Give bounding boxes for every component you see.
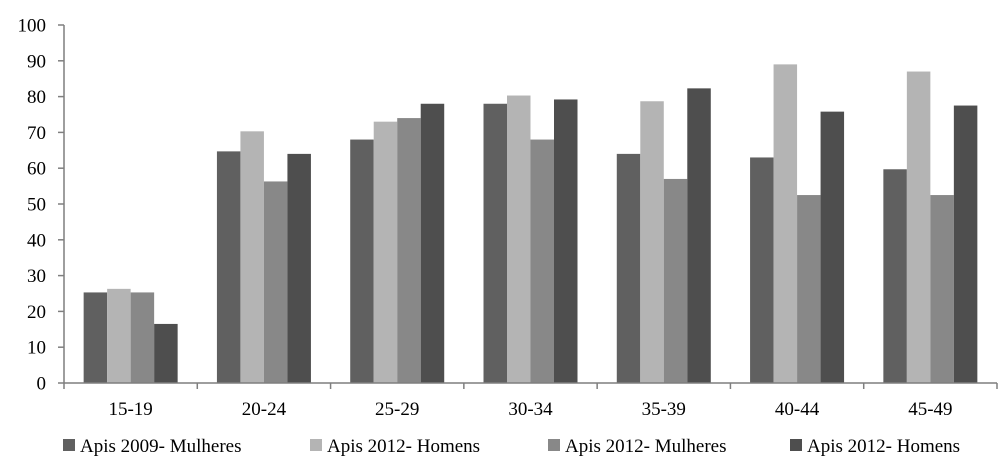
y-tick-label: 30 xyxy=(27,266,46,287)
x-category-label: 35-39 xyxy=(642,399,686,420)
bar-40-44-series-3 xyxy=(797,195,821,383)
bar-30-34-series-3 xyxy=(530,139,554,383)
y-axis-ticks: 0 10 20 30 40 50 60 70 80 90 100 xyxy=(18,16,64,395)
y-tick-label: 40 xyxy=(27,230,46,251)
legend-label: Apis 2009- Mulheres xyxy=(80,436,241,457)
legend-label: Apis 2012- Mulheres xyxy=(565,436,726,457)
x-category-label: 25-29 xyxy=(375,399,419,420)
bar-30-34-series-1 xyxy=(483,103,507,383)
bar-20-24-series-4 xyxy=(287,153,311,383)
y-tick-label: 100 xyxy=(18,16,47,37)
y-tick-label: 10 xyxy=(27,338,46,359)
bar-40-44-series-4 xyxy=(820,111,845,384)
bar-45-49-series-3 xyxy=(930,195,954,383)
legend-swatch xyxy=(548,439,560,451)
x-category-label: 20-24 xyxy=(242,399,287,420)
bar-15-19-series-1 xyxy=(83,292,108,383)
x-category-label: 45-49 xyxy=(908,399,952,420)
bar-30-34-series-4 xyxy=(554,99,578,384)
legend-label: Apis 2012- Homens xyxy=(807,436,960,457)
legend-swatch xyxy=(790,439,802,451)
x-category-label: 30-34 xyxy=(508,399,553,420)
bar-25-29-series-3 xyxy=(397,118,421,383)
bar-35-39-series-1 xyxy=(616,153,641,383)
bar-15-19-series-3 xyxy=(130,292,155,383)
bar-35-39-series-2 xyxy=(640,101,664,383)
y-tick-label: 80 xyxy=(27,87,46,108)
bar-40-44-series-2 xyxy=(773,64,798,383)
bar-15-19-series-2 xyxy=(107,288,131,383)
y-tick-label: 20 xyxy=(27,302,46,323)
legend-swatch xyxy=(63,439,75,451)
bar-20-24-series-1 xyxy=(216,151,241,383)
y-tick-label: 50 xyxy=(27,195,46,216)
bar-20-24-series-3 xyxy=(263,181,288,383)
bar-35-39-series-3 xyxy=(663,178,688,383)
bar-45-49-series-2 xyxy=(906,71,931,383)
legend-swatch xyxy=(310,439,322,451)
bar-40-44-series-1 xyxy=(750,157,774,383)
bar-25-29-series-2 xyxy=(373,121,398,383)
bar-45-49-series-1 xyxy=(883,169,907,383)
x-category-label: 40-44 xyxy=(775,399,820,420)
x-category-label: 15-19 xyxy=(108,399,152,420)
bar-35-39-series-4 xyxy=(687,88,711,383)
y-tick-label: 70 xyxy=(27,123,46,144)
bar-20-24-series-2 xyxy=(240,131,264,383)
bar-30-34-series-2 xyxy=(507,95,531,383)
bar-45-49-series-4 xyxy=(953,105,978,384)
legend-label: Apis 2012- Homens xyxy=(327,436,480,457)
bar-15-19-series-4 xyxy=(154,323,178,383)
bar-25-29-series-1 xyxy=(350,139,374,383)
y-tick-label: 60 xyxy=(27,159,46,180)
bar-25-29-series-4 xyxy=(420,103,445,383)
y-tick-label: 0 xyxy=(37,374,47,395)
bars-group xyxy=(83,64,978,384)
y-tick-label: 90 xyxy=(27,51,46,72)
x-axis-ticks: 15-19 20-24 25-29 30-34 35-39 40-44 45-49 xyxy=(63,383,998,420)
legend: Apis 2009- Mulheres Apis 2012- Homens Apis… xyxy=(63,436,960,457)
